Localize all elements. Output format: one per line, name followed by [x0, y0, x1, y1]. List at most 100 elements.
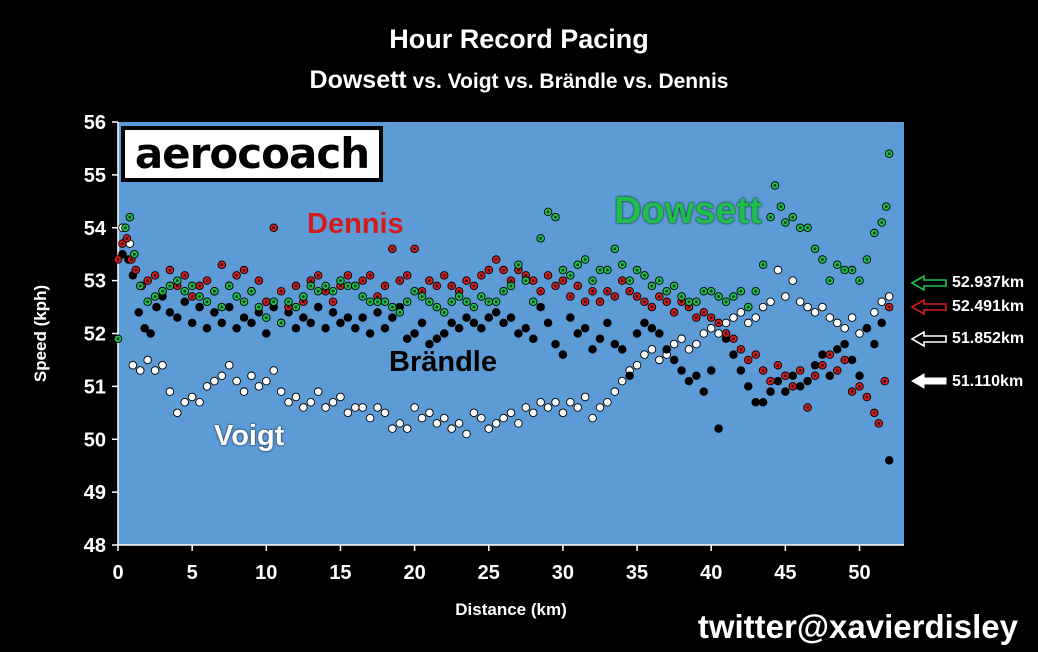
point-brandle	[514, 329, 523, 338]
point-center-dowsett	[361, 295, 365, 298]
point-center-dennis	[709, 316, 713, 320]
point-center-dowsett	[694, 300, 698, 304]
x-tick-label: 20	[403, 562, 425, 584]
point-center-dennis	[398, 279, 402, 283]
point-brandle	[299, 313, 308, 322]
y-tick-label: 51	[84, 376, 106, 398]
point-center-dennis	[457, 289, 461, 293]
point-voigt	[514, 419, 523, 428]
point-center-dowsett	[428, 300, 431, 304]
point-brandle	[662, 345, 671, 354]
point-brandle	[477, 323, 486, 333]
point-voigt	[239, 387, 249, 396]
point-center-dennis	[121, 242, 124, 246]
point-brandle	[706, 366, 716, 375]
subtitle-rest: vs. Voigt vs. Brändle vs. Dennis	[406, 70, 729, 93]
point-center-dennis	[702, 310, 706, 314]
x-tick-label: 10	[255, 562, 277, 584]
point-center-dowsett	[116, 337, 120, 341]
point-brandle	[818, 350, 827, 359]
point-center-dennis	[746, 358, 750, 362]
point-center-dowsett	[487, 300, 491, 304]
point-center-dennis	[776, 363, 780, 367]
point-voigt	[447, 424, 456, 433]
point-brandle	[417, 318, 427, 328]
point-voigt	[135, 366, 145, 375]
point-center-dennis	[539, 289, 543, 293]
point-center-dowsett	[591, 279, 594, 283]
point-center-dennis	[605, 289, 609, 293]
point-center-dennis	[531, 279, 535, 283]
point-voigt	[684, 345, 694, 354]
y-tick-label: 54	[84, 218, 107, 240]
point-center-dennis	[798, 369, 802, 372]
point-brandle	[595, 334, 605, 344]
point-center-dennis	[420, 289, 424, 293]
point-center-dowsett	[783, 221, 787, 224]
point-center-dennis	[220, 263, 224, 267]
point-voigt	[491, 419, 501, 428]
x-tick-label: 40	[700, 562, 722, 584]
point-center-dowsett	[301, 295, 305, 298]
point-center-dennis	[650, 305, 654, 309]
point-center-dowsett	[865, 258, 869, 261]
result-arrow	[910, 298, 947, 316]
result-label-dowsett: 52.937km	[952, 274, 1025, 291]
point-center-dennis	[835, 369, 839, 372]
point-voigt	[884, 292, 894, 301]
point-center-dowsett	[272, 300, 276, 304]
y-tick-label: 49	[84, 482, 106, 504]
point-voigt	[462, 429, 471, 439]
point-brandle	[870, 339, 879, 349]
result-arrow	[910, 274, 947, 292]
point-center-dennis	[309, 279, 313, 283]
point-center-dowsett	[605, 268, 609, 272]
point-voigt	[306, 397, 316, 407]
point-voigt	[425, 408, 434, 418]
point-center-dennis	[821, 363, 824, 367]
point-center-dennis	[190, 295, 194, 298]
y-tick-label: 53	[84, 271, 106, 293]
point-center-dowsett	[880, 221, 884, 224]
point-center-dennis	[465, 279, 468, 283]
point-voigt	[351, 403, 360, 412]
point-center-dowsett	[132, 252, 136, 256]
point-brandle	[140, 323, 149, 333]
point-center-dennis	[272, 226, 276, 230]
point-center-dowsett	[583, 258, 587, 261]
point-voigt	[410, 403, 419, 412]
point-voigt	[721, 318, 731, 328]
point-center-dowsett	[264, 316, 268, 320]
point-brandle	[669, 355, 679, 365]
point-brandle	[521, 323, 531, 333]
point-voigt	[143, 355, 152, 365]
point-voigt	[150, 366, 160, 375]
point-center-dowsett	[161, 289, 164, 293]
point-center-dowsett	[287, 300, 290, 304]
series-label-dennis: Dennis	[307, 208, 404, 240]
point-center-dowsett	[887, 152, 891, 156]
point-brandle	[247, 318, 256, 328]
chart-title: Hour Record Pacing	[389, 24, 649, 54]
point-center-dennis	[828, 353, 832, 357]
point-center-dennis	[205, 279, 209, 283]
point-center-dennis	[665, 300, 669, 304]
point-center-dennis	[472, 284, 476, 288]
point-brandle	[447, 318, 456, 328]
point-voigt	[343, 408, 353, 418]
point-center-dowsett	[761, 263, 765, 267]
y-tick-label: 55	[84, 165, 106, 187]
point-center-dowsett	[620, 263, 624, 267]
point-brandle	[677, 366, 686, 375]
point-voigt	[855, 329, 864, 338]
point-center-dowsett	[872, 231, 876, 235]
point-center-dowsett	[124, 226, 127, 230]
point-center-dennis	[754, 353, 758, 357]
point-voigt	[291, 392, 301, 402]
point-brandle	[202, 323, 212, 333]
point-center-dowsett	[884, 205, 888, 209]
point-brandle	[388, 313, 397, 322]
point-brandle	[210, 308, 219, 317]
point-voigt	[706, 323, 716, 333]
